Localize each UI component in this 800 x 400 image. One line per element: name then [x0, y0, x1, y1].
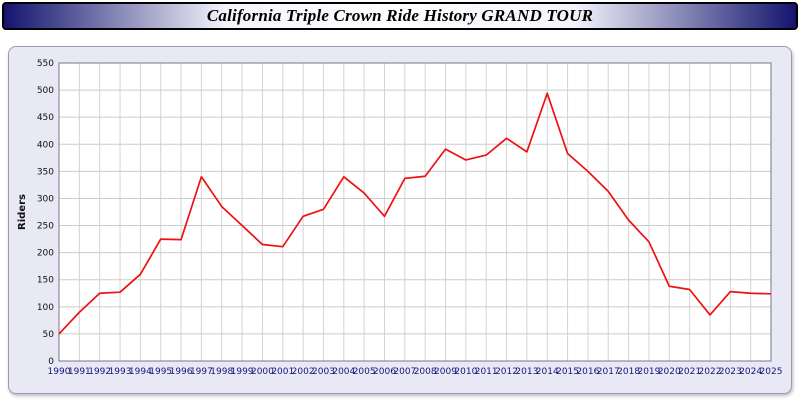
x-tick-label: 1998 — [210, 367, 233, 377]
x-tick-label: 1993 — [109, 367, 132, 377]
x-tick-label: 2007 — [393, 367, 416, 377]
x-tick-label: 2021 — [678, 367, 701, 377]
x-tick-label: 1991 — [68, 367, 91, 377]
y-tick-label: 200 — [37, 249, 54, 259]
y-tick-label: 450 — [37, 113, 54, 123]
y-axis-label: Riders — [17, 194, 28, 230]
y-tick-label: 400 — [37, 140, 54, 150]
x-tick-label: 2013 — [515, 367, 538, 377]
x-tick-label: 1992 — [88, 367, 111, 377]
x-tick-label: 2011 — [475, 367, 498, 377]
y-tick-label: 250 — [37, 222, 54, 232]
x-tick-label: 2004 — [332, 367, 355, 377]
chart-title-bar: California Triple Crown Ride History GRA… — [2, 2, 798, 30]
chart-svg: 0501001502002503003504004505005501990199… — [17, 59, 783, 377]
x-tick-label: 1997 — [190, 367, 213, 377]
x-tick-label: 2002 — [292, 367, 315, 377]
y-tick-label: 50 — [43, 330, 55, 340]
x-tick-label: 2017 — [597, 367, 620, 377]
x-tick-label: 2018 — [617, 367, 640, 377]
x-tick-label: 2015 — [556, 367, 579, 377]
plot-area — [59, 63, 771, 361]
x-tick-label: 2000 — [251, 367, 274, 377]
x-tick-label: 1999 — [231, 367, 254, 377]
x-tick-label: 2010 — [454, 367, 477, 377]
x-tick-label: 1996 — [170, 367, 193, 377]
x-tick-label: 2006 — [373, 367, 396, 377]
x-tick-label: 2020 — [658, 367, 681, 377]
x-tick-label: 2003 — [312, 367, 335, 377]
chart-panel: 0 50 100 150 200 250 300 350 400 450 500 550 1990 199… — [8, 46, 792, 394]
y-tick-label: 100 — [37, 303, 54, 313]
x-tick-label: 2012 — [495, 367, 518, 377]
plot-border — [58, 62, 772, 362]
x-tick-label: 1990 — [48, 367, 71, 377]
x-tick-label: 2022 — [699, 367, 722, 377]
x-tick-label: 2009 — [434, 367, 457, 377]
riders-series-line — [58, 92, 772, 335]
x-tick-label: 2024 — [739, 367, 762, 377]
x-tick-label: 1994 — [129, 367, 152, 377]
x-tick-label: 2008 — [414, 367, 437, 377]
y-tick-label: 150 — [37, 276, 54, 286]
y-tick-label: 0 — [48, 357, 54, 367]
x-tick-label: 2025 — [760, 367, 783, 377]
y-tick-label: 350 — [37, 167, 54, 177]
x-tick-label: 2014 — [536, 367, 559, 377]
page-title: California Triple Crown Ride History GRA… — [206, 6, 594, 25]
x-tick-label: 2001 — [271, 367, 294, 377]
x-tick-label: 2023 — [719, 367, 742, 377]
y-tick-label: 550 — [37, 59, 54, 69]
y-tick-label: 300 — [37, 194, 54, 204]
x-tick-label: 2019 — [637, 367, 660, 377]
x-tick-label: 1995 — [149, 367, 172, 377]
y-tick-label: 500 — [37, 86, 54, 96]
x-tick-label: 2005 — [353, 367, 376, 377]
x-tick-label: 2016 — [576, 367, 599, 377]
